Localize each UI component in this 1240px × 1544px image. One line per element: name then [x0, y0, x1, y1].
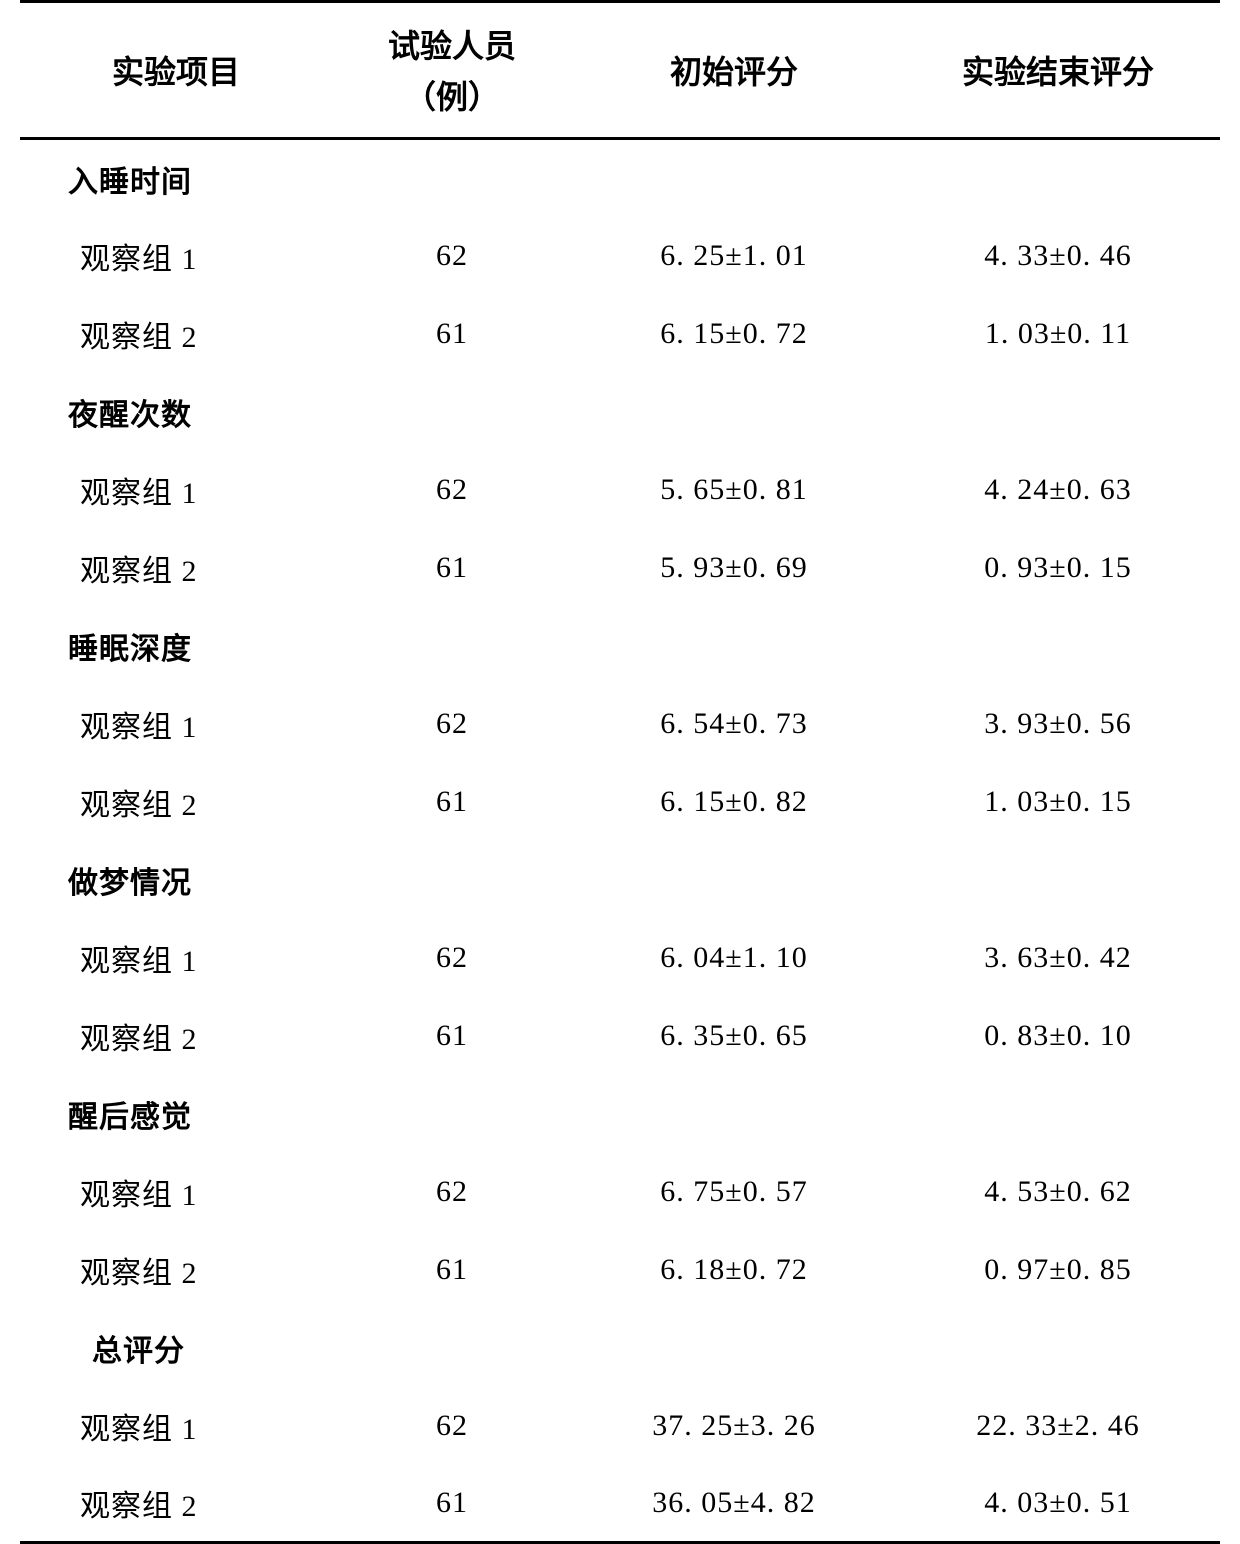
cell-item: 观察组 2	[20, 529, 332, 607]
section-title: 入睡时间	[20, 139, 332, 217]
section-title: 睡眠深度	[20, 607, 332, 685]
section-title: 做梦情况	[20, 841, 332, 919]
section-header: 醒后感觉	[20, 1075, 1220, 1153]
cell-post: 4. 33±0. 46	[896, 217, 1220, 295]
cell-item: 观察组 1	[20, 919, 332, 997]
table-row: 观察组 1 62 6. 04±1. 10 3. 63±0. 42	[20, 919, 1220, 997]
cell-pre: 37. 25±3. 26	[572, 1387, 896, 1465]
section-title: 总评分	[20, 1309, 332, 1387]
table-row: 观察组 2 61 6. 35±0. 65 0. 83±0. 10	[20, 997, 1220, 1075]
table-row: 观察组 2 61 36. 05±4. 82 4. 03±0. 51	[20, 1465, 1220, 1543]
cell-post: 0. 93±0. 15	[896, 529, 1220, 607]
cell-post: 4. 24±0. 63	[896, 451, 1220, 529]
cell-pre: 6. 54±0. 73	[572, 685, 896, 763]
cell-item: 观察组 2	[20, 763, 332, 841]
cell-item: 观察组 2	[20, 997, 332, 1075]
cell-post: 0. 83±0. 10	[896, 997, 1220, 1075]
section-header: 总评分	[20, 1309, 1220, 1387]
table-row: 观察组 1 62 37. 25±3. 26 22. 33±2. 46	[20, 1387, 1220, 1465]
table-row: 观察组 2 61 6. 15±0. 72 1. 03±0. 11	[20, 295, 1220, 373]
table-row: 观察组 1 62 6. 75±0. 57 4. 53±0. 62	[20, 1153, 1220, 1231]
table-row: 观察组 1 62 6. 25±1. 01 4. 33±0. 46	[20, 217, 1220, 295]
cell-item: 观察组 2	[20, 1231, 332, 1309]
cell-n: 61	[332, 1465, 572, 1543]
cell-n: 62	[332, 685, 572, 763]
cell-pre: 6. 75±0. 57	[572, 1153, 896, 1231]
results-table: 实验项目 试验人员（例） 初始评分 实验结束评分 入睡时间 观察组 1 62 6…	[20, 0, 1220, 1544]
cell-item: 观察组 1	[20, 451, 332, 529]
section-title: 夜醒次数	[20, 373, 332, 451]
cell-n: 61	[332, 763, 572, 841]
section-title: 醒后感觉	[20, 1075, 332, 1153]
cell-pre: 6. 04±1. 10	[572, 919, 896, 997]
table-row: 观察组 1 62 5. 65±0. 81 4. 24±0. 63	[20, 451, 1220, 529]
cell-post: 1. 03±0. 15	[896, 763, 1220, 841]
col-header-pre: 初始评分	[572, 2, 896, 139]
table-row: 观察组 2 61 5. 93±0. 69 0. 93±0. 15	[20, 529, 1220, 607]
cell-item: 观察组 1	[20, 217, 332, 295]
cell-pre: 5. 65±0. 81	[572, 451, 896, 529]
cell-n: 61	[332, 997, 572, 1075]
table-row: 观察组 2 61 6. 15±0. 82 1. 03±0. 15	[20, 763, 1220, 841]
cell-n: 61	[332, 295, 572, 373]
col-header-item: 实验项目	[20, 2, 332, 139]
results-table-container: 实验项目 试验人员（例） 初始评分 实验结束评分 入睡时间 观察组 1 62 6…	[0, 0, 1240, 1544]
col-header-n: 试验人员（例）	[332, 2, 572, 139]
table-row: 观察组 2 61 6. 18±0. 72 0. 97±0. 85	[20, 1231, 1220, 1309]
cell-pre: 36. 05±4. 82	[572, 1465, 896, 1543]
cell-pre: 6. 15±0. 82	[572, 763, 896, 841]
cell-post: 4. 03±0. 51	[896, 1465, 1220, 1543]
cell-n: 61	[332, 529, 572, 607]
cell-item: 观察组 1	[20, 685, 332, 763]
cell-post: 22. 33±2. 46	[896, 1387, 1220, 1465]
section-header: 睡眠深度	[20, 607, 1220, 685]
cell-pre: 6. 18±0. 72	[572, 1231, 896, 1309]
cell-n: 61	[332, 1231, 572, 1309]
cell-post: 4. 53±0. 62	[896, 1153, 1220, 1231]
cell-n: 62	[332, 1387, 572, 1465]
cell-post: 3. 93±0. 56	[896, 685, 1220, 763]
cell-item: 观察组 1	[20, 1387, 332, 1465]
cell-post: 0. 97±0. 85	[896, 1231, 1220, 1309]
cell-n: 62	[332, 1153, 572, 1231]
cell-n: 62	[332, 217, 572, 295]
cell-pre: 6. 15±0. 72	[572, 295, 896, 373]
table-row: 观察组 1 62 6. 54±0. 73 3. 93±0. 56	[20, 685, 1220, 763]
cell-pre: 6. 25±1. 01	[572, 217, 896, 295]
cell-post: 3. 63±0. 42	[896, 919, 1220, 997]
section-header: 入睡时间	[20, 139, 1220, 217]
cell-pre: 5. 93±0. 69	[572, 529, 896, 607]
table-header-row: 实验项目 试验人员（例） 初始评分 实验结束评分	[20, 2, 1220, 139]
cell-n: 62	[332, 451, 572, 529]
section-header: 夜醒次数	[20, 373, 1220, 451]
cell-pre: 6. 35±0. 65	[572, 997, 896, 1075]
cell-n: 62	[332, 919, 572, 997]
cell-post: 1. 03±0. 11	[896, 295, 1220, 373]
cell-item: 观察组 2	[20, 1465, 332, 1543]
section-header: 做梦情况	[20, 841, 1220, 919]
cell-item: 观察组 1	[20, 1153, 332, 1231]
table-body: 入睡时间 观察组 1 62 6. 25±1. 01 4. 33±0. 46 观察…	[20, 139, 1220, 1543]
col-header-post: 实验结束评分	[896, 2, 1220, 139]
cell-item: 观察组 2	[20, 295, 332, 373]
